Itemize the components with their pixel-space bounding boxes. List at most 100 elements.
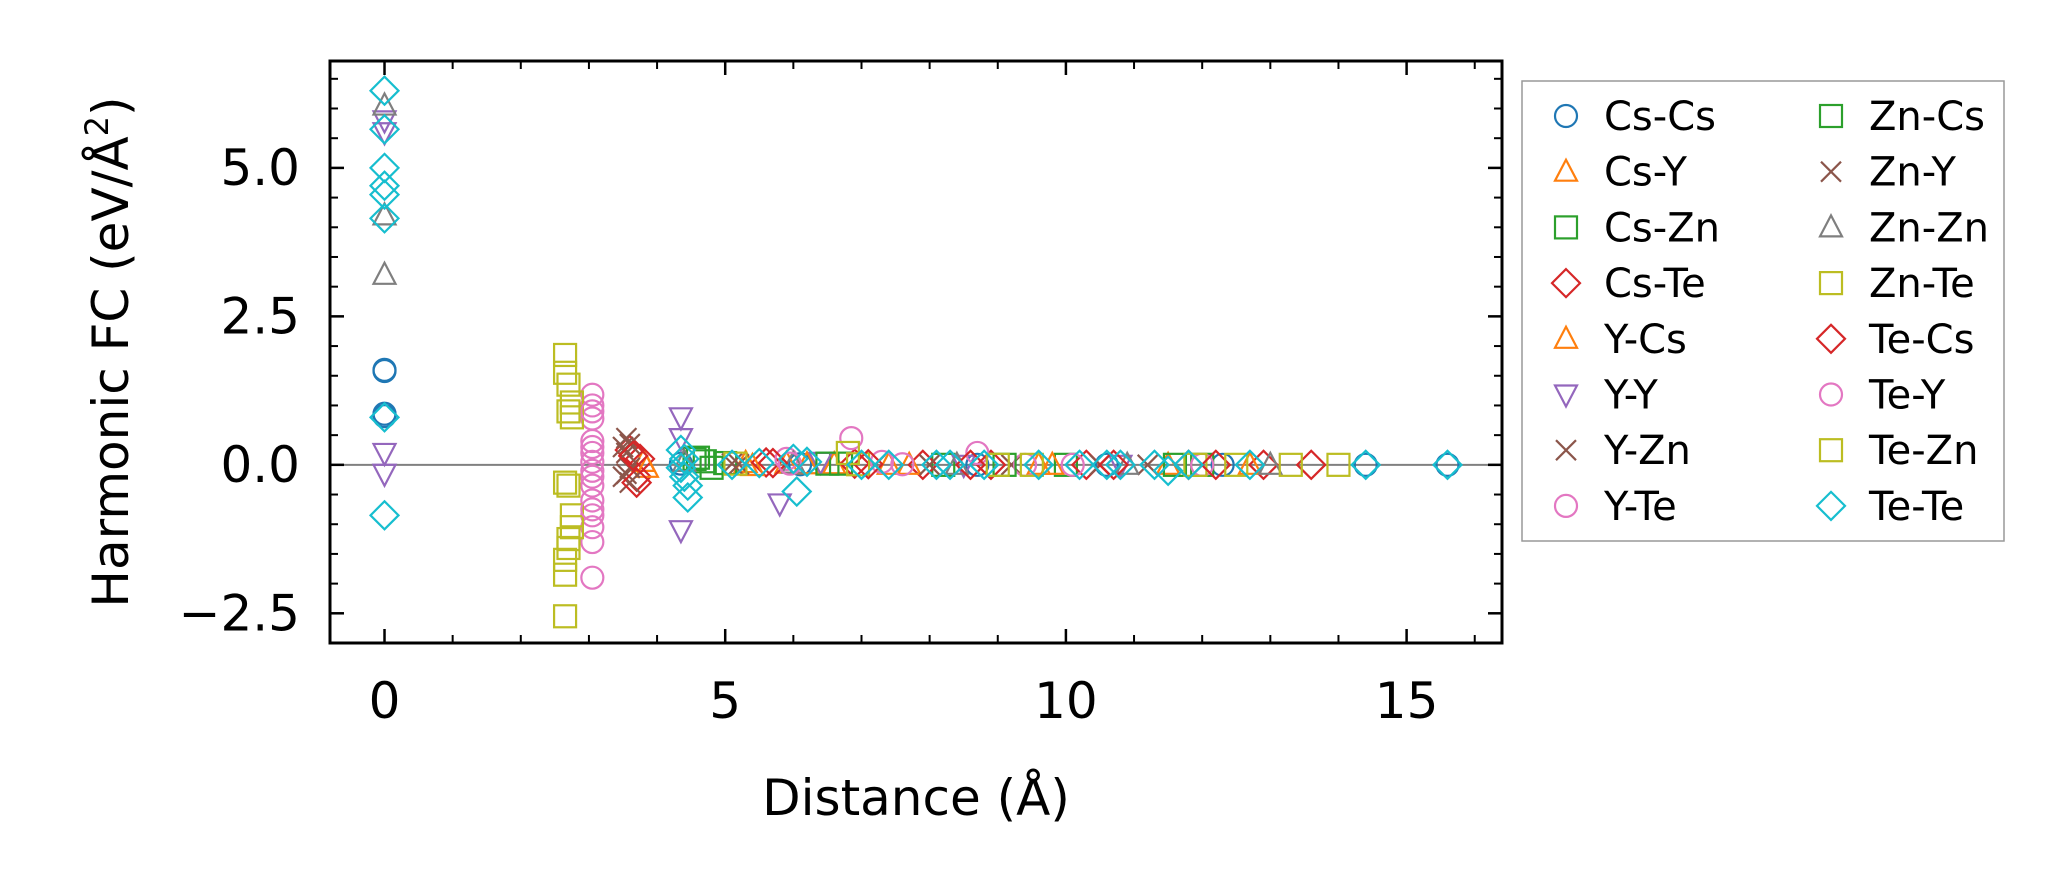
data-point <box>556 372 581 397</box>
legend-label: Y-Y <box>1603 373 1658 419</box>
data-point <box>873 449 905 481</box>
legend-item: Cs-Y <box>1553 150 1687 196</box>
data-point <box>1098 449 1130 481</box>
data-point <box>580 382 605 407</box>
legend-label: Y-Zn <box>1603 428 1691 474</box>
legend-label: Y-Cs <box>1603 317 1687 363</box>
legend-item: Zn-Te <box>1818 261 1975 307</box>
data-point <box>368 179 401 211</box>
data-point <box>372 404 397 429</box>
data-point <box>372 357 397 382</box>
legend-marker <box>1818 103 1844 129</box>
data-point <box>371 442 398 468</box>
data-point <box>1278 452 1303 477</box>
data-point <box>757 447 789 479</box>
legend-label: Y-Te <box>1603 484 1677 530</box>
data-point <box>968 449 1000 481</box>
legend: Cs-Cs Cs-Y Cs-Zn Cs-Te Y-Cs Y-Y Y-Zn Y-Te Zn-Cs Z… <box>1521 80 2005 542</box>
legend-item: Zn-Cs <box>1818 94 1985 140</box>
data-point <box>1431 449 1464 481</box>
data-point <box>1210 452 1235 477</box>
data-point <box>791 446 823 478</box>
legend-label: Cs-Te <box>1604 261 1706 307</box>
data-point <box>1039 450 1066 475</box>
series-te-zn <box>556 372 1249 561</box>
data-point <box>918 454 941 476</box>
data-point <box>634 453 660 478</box>
legend-item: Zn-Y <box>1820 150 1956 196</box>
legend-marker <box>1553 215 1579 240</box>
legend-item: Cs-Zn <box>1553 205 1720 251</box>
data-point <box>839 426 864 451</box>
data-point <box>766 493 793 518</box>
data-point <box>699 455 724 480</box>
data-point <box>1224 452 1249 477</box>
data-point <box>668 520 694 545</box>
data-point <box>1019 452 1044 477</box>
series-y-y <box>371 110 1134 545</box>
legend-label: Cs-Cs <box>1604 94 1716 140</box>
data-point <box>559 390 584 415</box>
data-point <box>781 476 813 508</box>
legend-label: Zn-Te <box>1869 261 1975 307</box>
legend-marker <box>1550 267 1582 299</box>
legend-label: Zn-Y <box>1869 150 1956 196</box>
x-tick-label: 15 <box>1375 672 1439 730</box>
data-point <box>580 440 605 466</box>
data-point <box>371 122 398 147</box>
data-point <box>668 461 700 493</box>
legend-label: Zn-Zn <box>1869 205 1989 251</box>
data-point <box>1025 450 1052 475</box>
data-point <box>368 113 401 145</box>
legend-item: Cs-Cs <box>1553 94 1716 140</box>
data-point <box>580 565 605 590</box>
data-point <box>580 497 605 522</box>
data-point <box>668 443 700 475</box>
data-point <box>617 440 649 472</box>
x-tick-label: 5 <box>709 672 741 730</box>
legend-marker <box>1818 271 1844 296</box>
data-point <box>869 449 895 474</box>
data-point <box>1326 452 1351 477</box>
data-point <box>612 436 634 458</box>
data-point <box>368 499 401 531</box>
data-point <box>556 473 581 498</box>
data-point <box>875 450 902 475</box>
data-point <box>368 170 401 202</box>
data-point <box>1104 449 1136 481</box>
data-markers <box>368 75 1464 629</box>
legend-label: Te-Te <box>1868 484 1964 530</box>
series-te-te <box>368 75 1464 531</box>
legend-item: Te-Cs <box>1815 317 1974 363</box>
data-point <box>1060 452 1085 477</box>
data-point <box>552 342 578 368</box>
legend-marker <box>1553 384 1579 409</box>
data-point <box>954 449 987 481</box>
data-point <box>368 202 401 234</box>
data-point <box>1257 450 1284 475</box>
y-axis-label: Harmonic FC (eV/Å2) <box>78 96 140 607</box>
data-point <box>552 470 578 495</box>
y-tick-label: 2.5 <box>220 287 300 345</box>
legend-marker <box>1553 157 1579 182</box>
y-tick-label: 0.0 <box>220 436 300 494</box>
data-point <box>665 452 697 484</box>
legend-label: Te-Y <box>1868 373 1946 419</box>
data-point <box>552 562 578 587</box>
data-point <box>668 407 694 432</box>
data-point <box>692 449 717 474</box>
y-tick-label: −2.5 <box>179 584 300 642</box>
legend-item: Cs-Te <box>1550 261 1706 307</box>
data-point <box>552 604 578 629</box>
legend-label: Cs-Zn <box>1604 205 1720 251</box>
plot-frame <box>328 59 1504 645</box>
data-point <box>371 201 398 226</box>
data-point <box>1237 450 1263 475</box>
data-point <box>1183 452 1208 477</box>
x-tick-label: 10 <box>1034 672 1098 730</box>
y-tick-label: 5.0 <box>220 139 300 197</box>
data-point <box>580 458 605 483</box>
legend-item: Te-Te <box>1815 484 1964 530</box>
legend-item: Y-Cs <box>1553 317 1687 363</box>
data-point <box>931 452 956 477</box>
